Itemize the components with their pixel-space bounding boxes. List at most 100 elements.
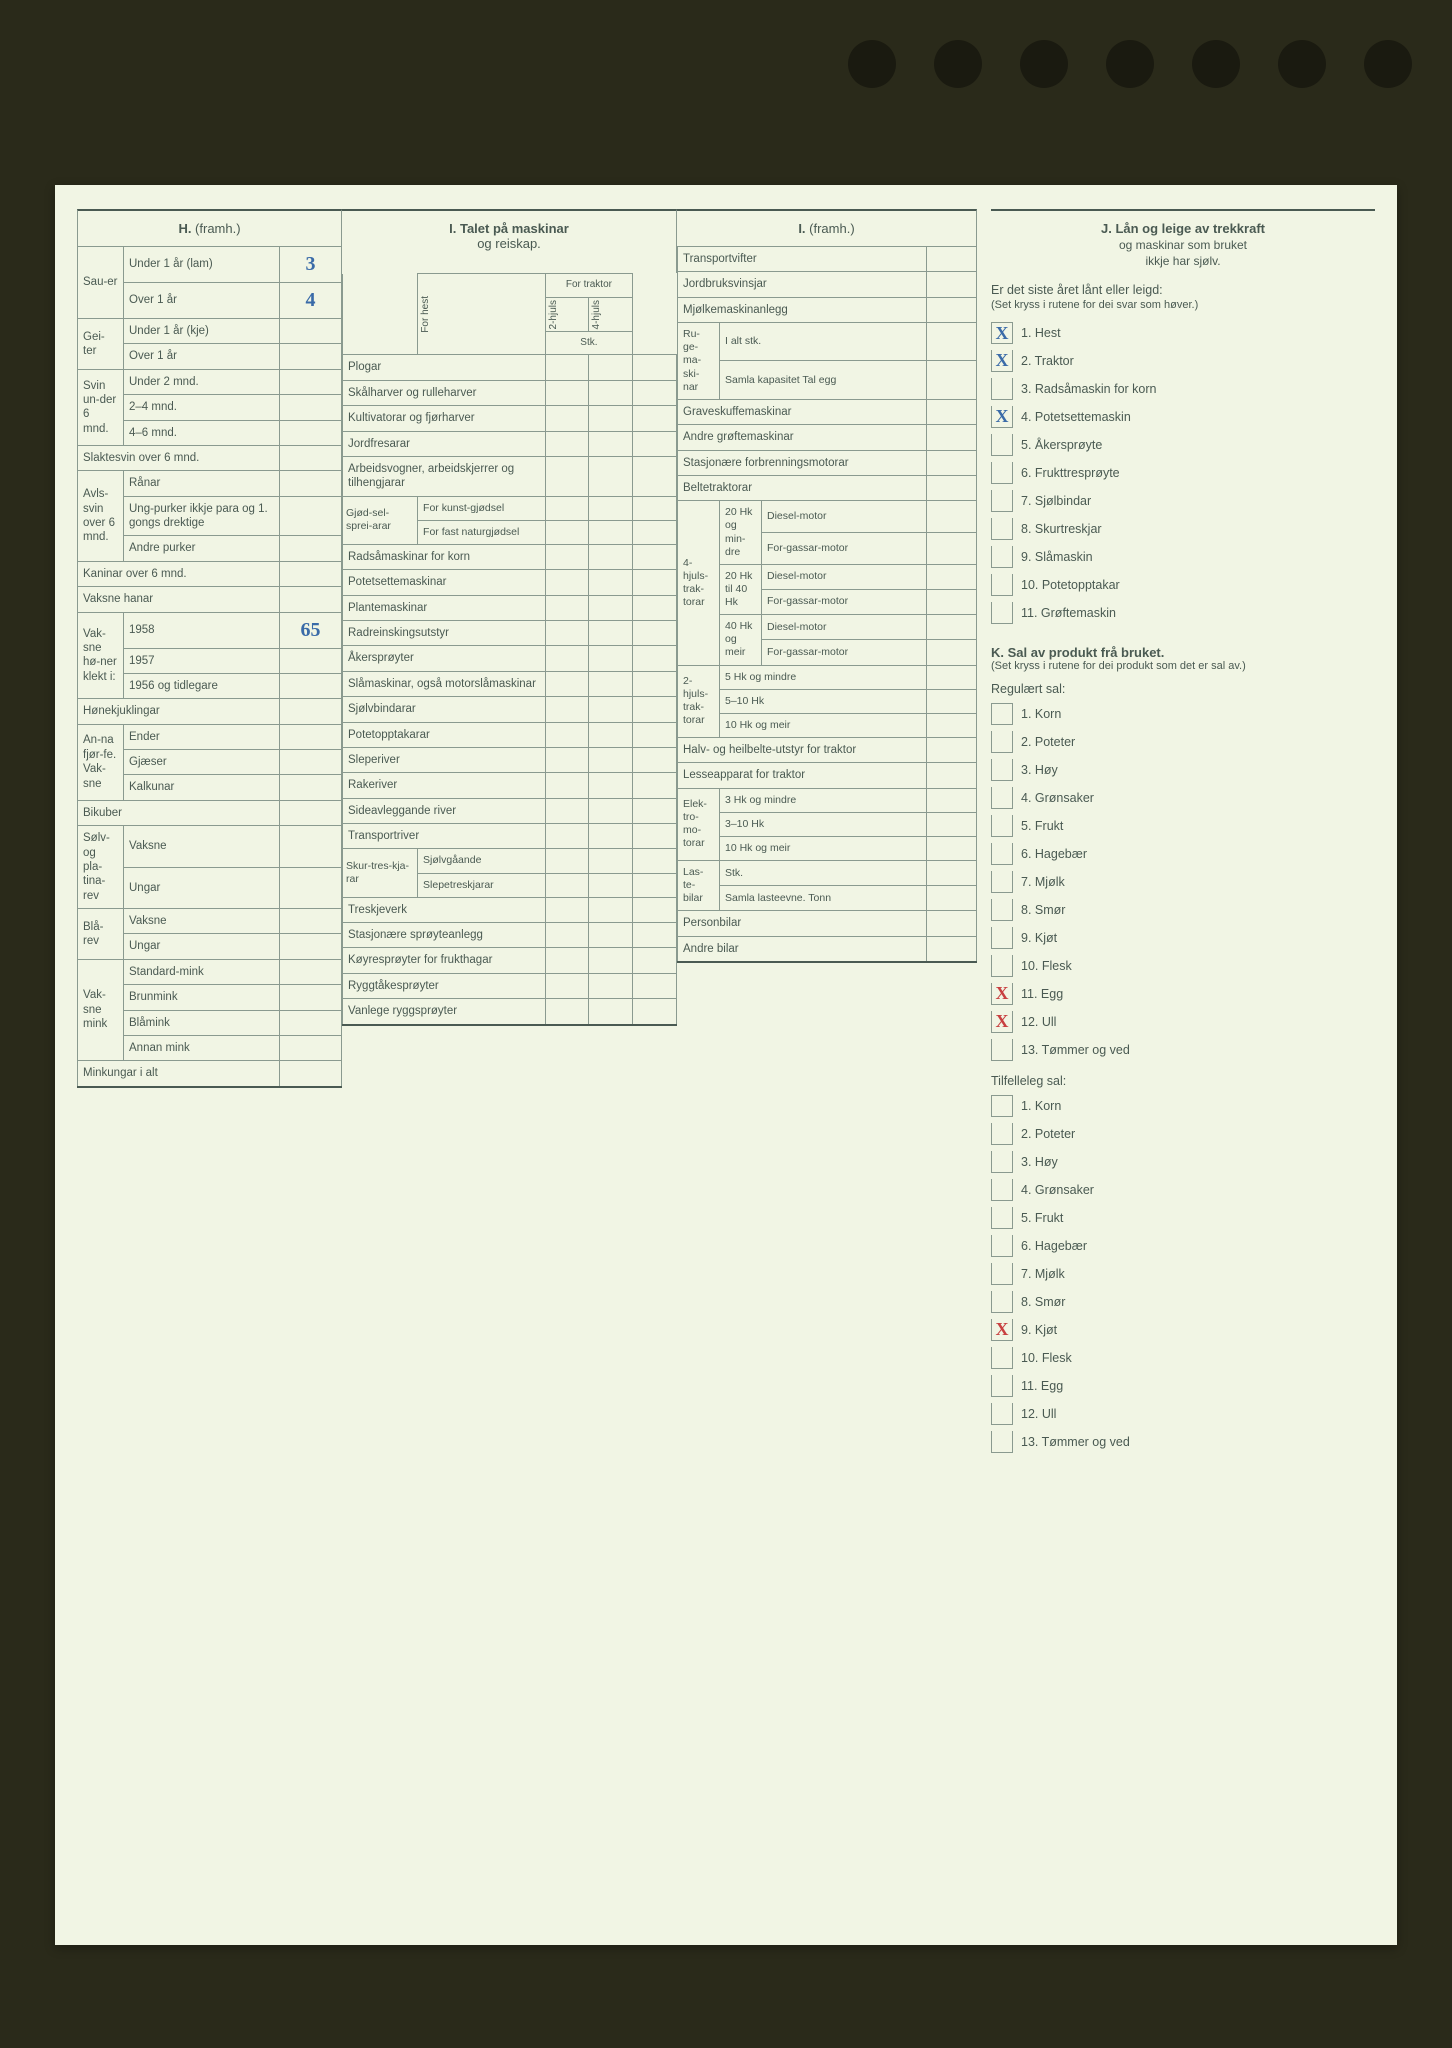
i-value-cell[interactable]: [633, 697, 677, 722]
i2-value-cell[interactable]: [927, 399, 977, 424]
i-value-cell[interactable]: [545, 697, 589, 722]
h-value-cell[interactable]: [280, 344, 342, 369]
h-value-cell[interactable]: [280, 724, 342, 749]
i-value-cell[interactable]: [545, 873, 589, 897]
i-value-cell[interactable]: [545, 595, 589, 620]
i-value-cell[interactable]: [633, 923, 677, 948]
i-value-cell[interactable]: [545, 456, 589, 496]
i-value-cell[interactable]: [633, 496, 677, 520]
i-value-cell[interactable]: [589, 496, 633, 520]
h-value-cell[interactable]: [280, 1035, 342, 1060]
i-value-cell[interactable]: [633, 897, 677, 922]
i-value-cell[interactable]: [545, 621, 589, 646]
i-value-cell[interactable]: [589, 544, 633, 569]
i-value-cell[interactable]: [633, 355, 677, 380]
i2-value-cell[interactable]: [927, 475, 977, 500]
i-value-cell[interactable]: [633, 824, 677, 849]
checkbox[interactable]: [991, 574, 1013, 596]
h-value-cell[interactable]: [280, 909, 342, 934]
i2-value-cell[interactable]: [927, 589, 977, 614]
h-value-cell[interactable]: [280, 420, 342, 445]
i-value-cell[interactable]: [589, 380, 633, 405]
i-value-cell[interactable]: [545, 355, 589, 380]
i-value-cell[interactable]: [589, 671, 633, 696]
h-value-cell[interactable]: 3: [280, 247, 342, 283]
i2-value-cell[interactable]: [927, 665, 977, 689]
i-value-cell[interactable]: [545, 824, 589, 849]
h-value-cell[interactable]: [280, 319, 342, 344]
h-value-cell[interactable]: [280, 561, 342, 586]
checkbox[interactable]: [991, 602, 1013, 624]
h-value-cell[interactable]: [280, 369, 342, 394]
i-value-cell[interactable]: [545, 999, 589, 1025]
checkbox[interactable]: [991, 871, 1013, 893]
h-value-cell[interactable]: [280, 536, 342, 561]
i-value-cell[interactable]: [633, 999, 677, 1025]
checkbox[interactable]: [991, 899, 1013, 921]
i-value-cell[interactable]: [589, 722, 633, 747]
checkbox[interactable]: X: [991, 406, 1013, 428]
i2-value-cell[interactable]: [927, 737, 977, 762]
i-value-cell[interactable]: [589, 873, 633, 897]
checkbox[interactable]: [991, 518, 1013, 540]
h-value-cell[interactable]: [280, 471, 342, 496]
i2-value-cell[interactable]: [927, 450, 977, 475]
checkbox[interactable]: [991, 1431, 1013, 1453]
i-value-cell[interactable]: [633, 621, 677, 646]
checkbox[interactable]: [991, 815, 1013, 837]
i-value-cell[interactable]: [633, 973, 677, 998]
i2-value-cell[interactable]: [927, 936, 977, 962]
i-value-cell[interactable]: [545, 773, 589, 798]
i-value-cell[interactable]: [589, 798, 633, 823]
i-value-cell[interactable]: [545, 948, 589, 973]
i2-value-cell[interactable]: [927, 763, 977, 788]
i-value-cell[interactable]: [545, 570, 589, 595]
checkbox[interactable]: [991, 703, 1013, 725]
i-value-cell[interactable]: [633, 456, 677, 496]
checkbox[interactable]: X: [991, 1319, 1013, 1341]
i-value-cell[interactable]: [633, 595, 677, 620]
i2-value-cell[interactable]: [927, 911, 977, 936]
checkbox[interactable]: [991, 955, 1013, 977]
i-value-cell[interactable]: [545, 722, 589, 747]
i2-value-cell[interactable]: [927, 836, 977, 860]
i2-value-cell[interactable]: [927, 323, 977, 361]
checkbox[interactable]: [991, 1123, 1013, 1145]
h-value-cell[interactable]: [280, 1010, 342, 1035]
i-value-cell[interactable]: [589, 773, 633, 798]
i2-value-cell[interactable]: [927, 689, 977, 713]
i-value-cell[interactable]: [633, 646, 677, 671]
h-value-cell[interactable]: [280, 445, 342, 470]
h-value-cell[interactable]: [280, 496, 342, 536]
i-value-cell[interactable]: [633, 671, 677, 696]
checkbox[interactable]: [991, 1403, 1013, 1425]
i-value-cell[interactable]: [589, 824, 633, 849]
i2-value-cell[interactable]: [927, 247, 977, 272]
i2-value-cell[interactable]: [927, 861, 977, 886]
h-value-cell[interactable]: [280, 959, 342, 984]
checkbox[interactable]: [991, 843, 1013, 865]
i-value-cell[interactable]: [545, 897, 589, 922]
h-value-cell[interactable]: [280, 648, 342, 673]
i-value-cell[interactable]: [545, 849, 589, 873]
i-value-cell[interactable]: [633, 849, 677, 873]
i-value-cell[interactable]: [633, 873, 677, 897]
i2-value-cell[interactable]: [927, 564, 977, 589]
h-value-cell[interactable]: [280, 395, 342, 420]
i-value-cell[interactable]: [545, 973, 589, 998]
checkbox[interactable]: X: [991, 350, 1013, 372]
checkbox[interactable]: [991, 1375, 1013, 1397]
i2-value-cell[interactable]: [927, 640, 977, 665]
i-value-cell[interactable]: [633, 570, 677, 595]
i-value-cell[interactable]: [633, 431, 677, 456]
h-value-cell[interactable]: [280, 673, 342, 698]
checkbox[interactable]: [991, 378, 1013, 400]
i2-value-cell[interactable]: [927, 501, 977, 533]
h-value-cell[interactable]: [280, 1061, 342, 1087]
i-value-cell[interactable]: [589, 747, 633, 772]
i-value-cell[interactable]: [589, 973, 633, 998]
i-value-cell[interactable]: [633, 520, 677, 544]
checkbox[interactable]: [991, 1151, 1013, 1173]
h-value-cell[interactable]: [280, 775, 342, 800]
i-value-cell[interactable]: [589, 456, 633, 496]
